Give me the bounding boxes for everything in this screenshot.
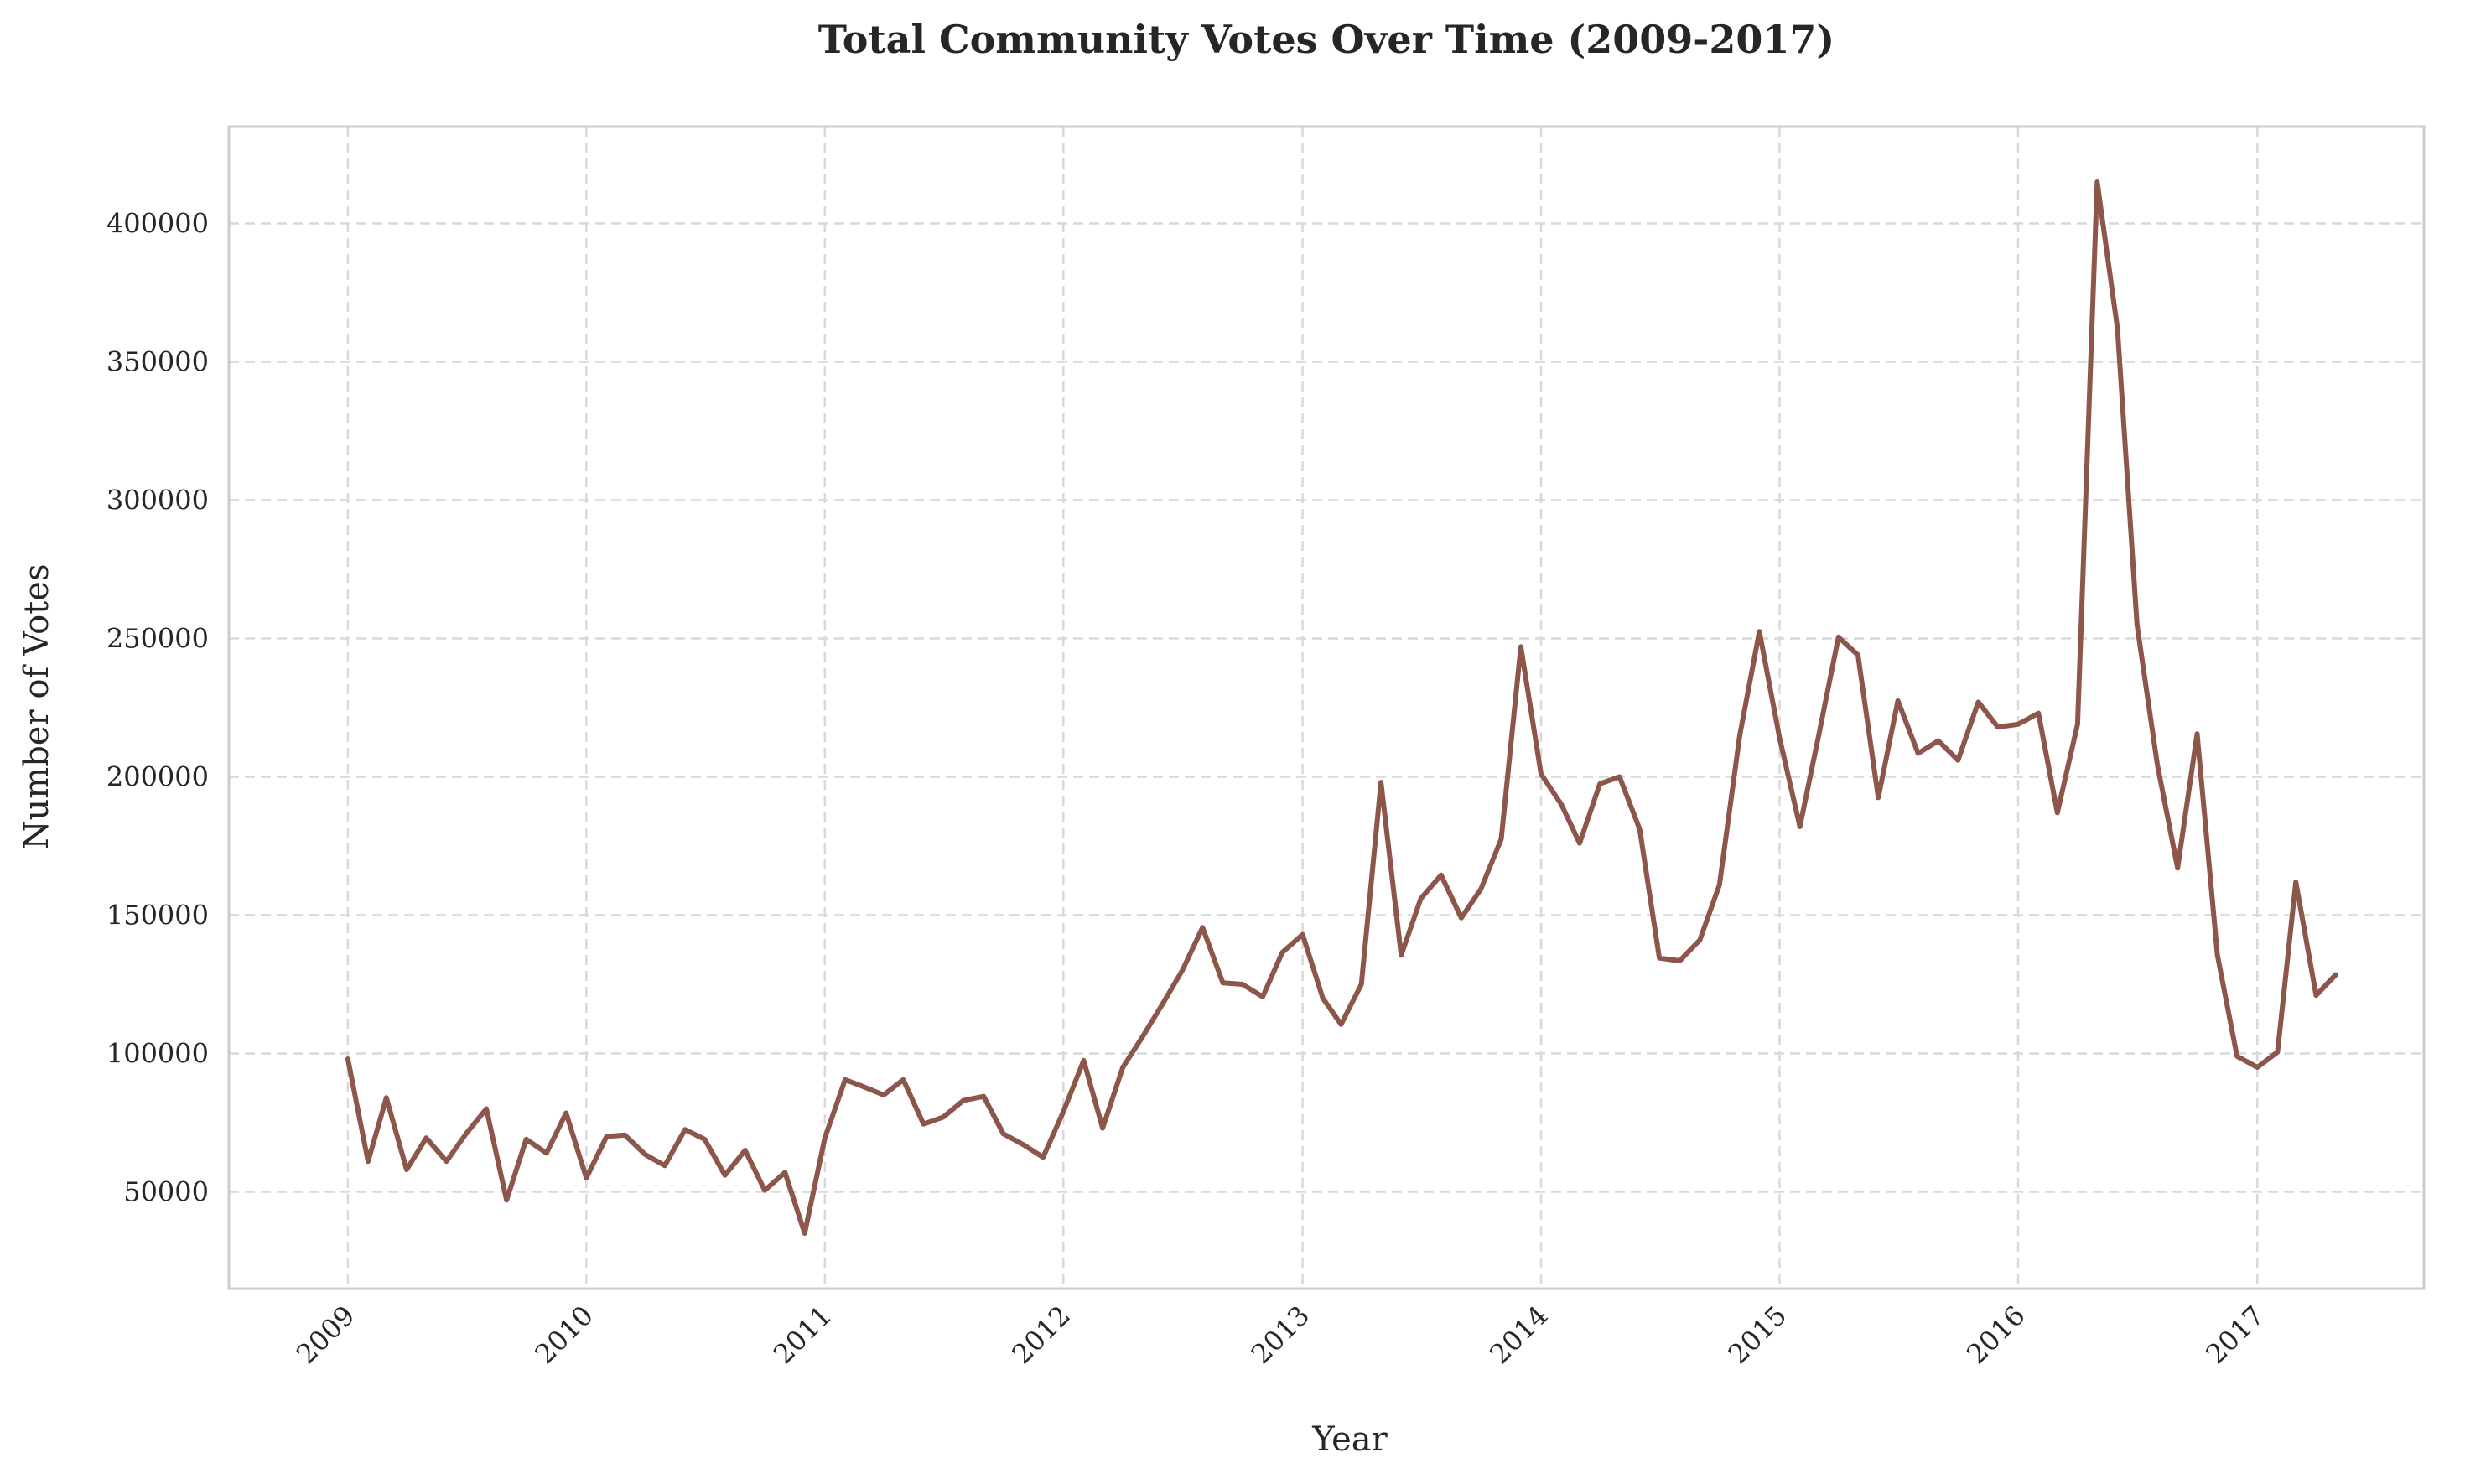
y-tick-label: 200000	[106, 761, 209, 793]
y-tick-label: 300000	[106, 485, 209, 516]
x-axis-title: Year	[1311, 1420, 1388, 1459]
y-tick-label: 350000	[106, 346, 209, 378]
y-axis-ticks: 50000 100000 150000 200000 250000 300000 35000…	[106, 208, 209, 1208]
y-tick-label: 250000	[106, 623, 209, 655]
data-series	[345, 179, 2338, 1236]
y-tick-label: 150000	[106, 900, 209, 931]
plot-frame	[227, 125, 2426, 1290]
grid	[229, 127, 2424, 1289]
chart-title: Total Community Votes Over Time (2009-20…	[818, 17, 1835, 62]
series-line	[345, 179, 2338, 1236]
y-tick-label: 100000	[106, 1038, 209, 1070]
y-tick-label: 50000	[123, 1176, 209, 1208]
y-tick-label: 400000	[106, 208, 209, 240]
y-axis-title: Number of Votes	[18, 564, 56, 850]
